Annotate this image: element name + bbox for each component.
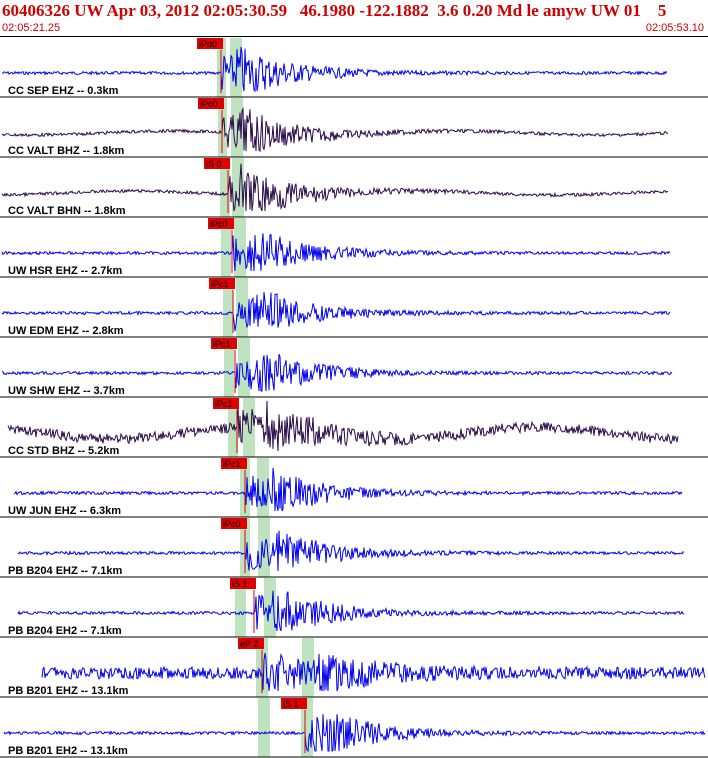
phase-window <box>235 578 246 637</box>
pick-marker[interactable] <box>230 578 256 589</box>
channel-row[interactable]: iS 1 PB B201 EH2 -- 13.1km <box>0 698 708 758</box>
waveform-trace <box>7 400 679 452</box>
channel-label: CC VALT BHZ -- 1.8km <box>8 145 125 157</box>
channel-row[interactable]: iPc1 UW SHW EHZ -- 3.7km <box>0 338 708 398</box>
waveform-trace <box>17 530 685 572</box>
pick-label: iS 1 <box>232 579 248 589</box>
channel-row[interactable]: iPc1 UW EDM EHZ -- 2.8km <box>0 278 708 338</box>
channel-row[interactable]: iS 1 PB B204 EH2 -- 7.1km <box>0 578 708 638</box>
phase-window <box>302 638 314 697</box>
channel-label: CC VALT BHN -- 1.8km <box>8 205 126 217</box>
channel-label: CC STD BHZ -- 5.2km <box>8 445 119 457</box>
pick-label: iPc0 <box>210 219 228 229</box>
channel-label: PB B201 EH2 -- 13.1km <box>8 745 128 757</box>
phase-window <box>220 158 230 217</box>
time-end: 02:05:53.10 <box>645 22 704 34</box>
waveform-trace <box>17 590 685 632</box>
pick-label: iPc0 <box>223 519 241 529</box>
pick-marker[interactable] <box>238 638 264 649</box>
pick-label: iS 0 <box>206 159 222 169</box>
channel-label: UW EDM EHZ -- 2.8km <box>8 325 124 337</box>
phase-window <box>230 38 242 97</box>
channel-row[interactable]: eP 2 PB B201 EHZ -- 13.1km <box>0 638 708 698</box>
waveform-trace <box>41 652 706 692</box>
channel-label: PB B204 EHZ -- 7.1km <box>8 565 123 577</box>
waveform-trace <box>3 714 706 753</box>
channel-label: CC SEP EHZ -- 0.3km <box>8 85 119 97</box>
phase-window <box>221 218 231 277</box>
phase-window <box>258 698 270 757</box>
channel-label: PB B201 EHZ -- 13.1km <box>8 685 129 697</box>
channel-row[interactable]: iPc0 UW HSR EHZ -- 2.7km <box>0 218 708 278</box>
channel-label: UW SHW EHZ -- 3.7km <box>8 385 125 397</box>
channel-row[interactable]: iPd0 CC SEP EHZ -- 0.3km <box>0 38 708 98</box>
pick-marker[interactable] <box>221 458 247 469</box>
seismogram-panel[interactable]: iPd0 CC SEP EHZ -- 0.3km iPc0 CC VALT BHZ -… <box>0 37 708 758</box>
pick-label: iPc1 <box>213 339 231 349</box>
phase-window <box>224 338 234 397</box>
pick-label: iPd0 <box>199 39 217 49</box>
channel-label: UW JUN EHZ -- 6.3km <box>8 505 121 517</box>
pick-marker[interactable] <box>208 218 234 229</box>
pick-marker[interactable] <box>211 338 237 349</box>
pick-marker[interactable] <box>221 518 247 529</box>
pick-label: iPc1 <box>223 459 241 469</box>
pick-marker[interactable] <box>281 698 307 709</box>
channel-row[interactable]: iPc1 CC STD BHZ -- 5.2km <box>0 398 708 458</box>
phase-window <box>234 218 246 277</box>
waveform-trace <box>1 163 669 212</box>
pick-label: eP 2 <box>240 639 258 649</box>
pick-marker[interactable] <box>213 398 239 409</box>
waveform-trace <box>1 353 673 392</box>
pick-marker[interactable] <box>204 158 230 169</box>
pick-label: iS 1 <box>283 699 299 709</box>
channel-label: PB B204 EH2 -- 7.1km <box>8 625 122 637</box>
pick-label: iPc1 <box>211 279 229 289</box>
waveform-trace <box>1 106 669 153</box>
waveform-trace <box>1 291 671 332</box>
header-divider <box>0 36 708 37</box>
channel-label: UW HSR EHZ -- 2.7km <box>8 265 123 277</box>
channel-row[interactable]: iPc1 UW JUN EHZ -- 6.3km <box>0 458 708 518</box>
event-title: 60406326 UW Apr 03, 2012 02:05:30.59 46.… <box>2 1 667 20</box>
pick-marker[interactable] <box>197 38 223 49</box>
pick-marker[interactable] <box>209 278 235 289</box>
pick-label: iPc0 <box>200 99 218 109</box>
waveform-trace <box>1 46 668 93</box>
header: 60406326 UW Apr 03, 2012 02:05:30.59 46.… <box>0 0 708 37</box>
channel-row[interactable]: iPc0 PB B204 EHZ -- 7.1km <box>0 518 708 578</box>
pick-marker[interactable] <box>198 98 224 109</box>
time-start: 02:05:21.25 <box>2 22 61 34</box>
phase-window <box>223 278 233 337</box>
channel-row[interactable]: iPc0 CC VALT BHZ -- 1.8km <box>0 98 708 158</box>
channel-row[interactable]: iS 0 CC VALT BHN -- 1.8km <box>0 158 708 218</box>
phase-window <box>238 338 250 397</box>
waveform-trace <box>1 233 671 272</box>
waveform-trace <box>13 467 683 512</box>
pick-label: iPc1 <box>215 399 233 409</box>
phase-window <box>301 698 313 757</box>
